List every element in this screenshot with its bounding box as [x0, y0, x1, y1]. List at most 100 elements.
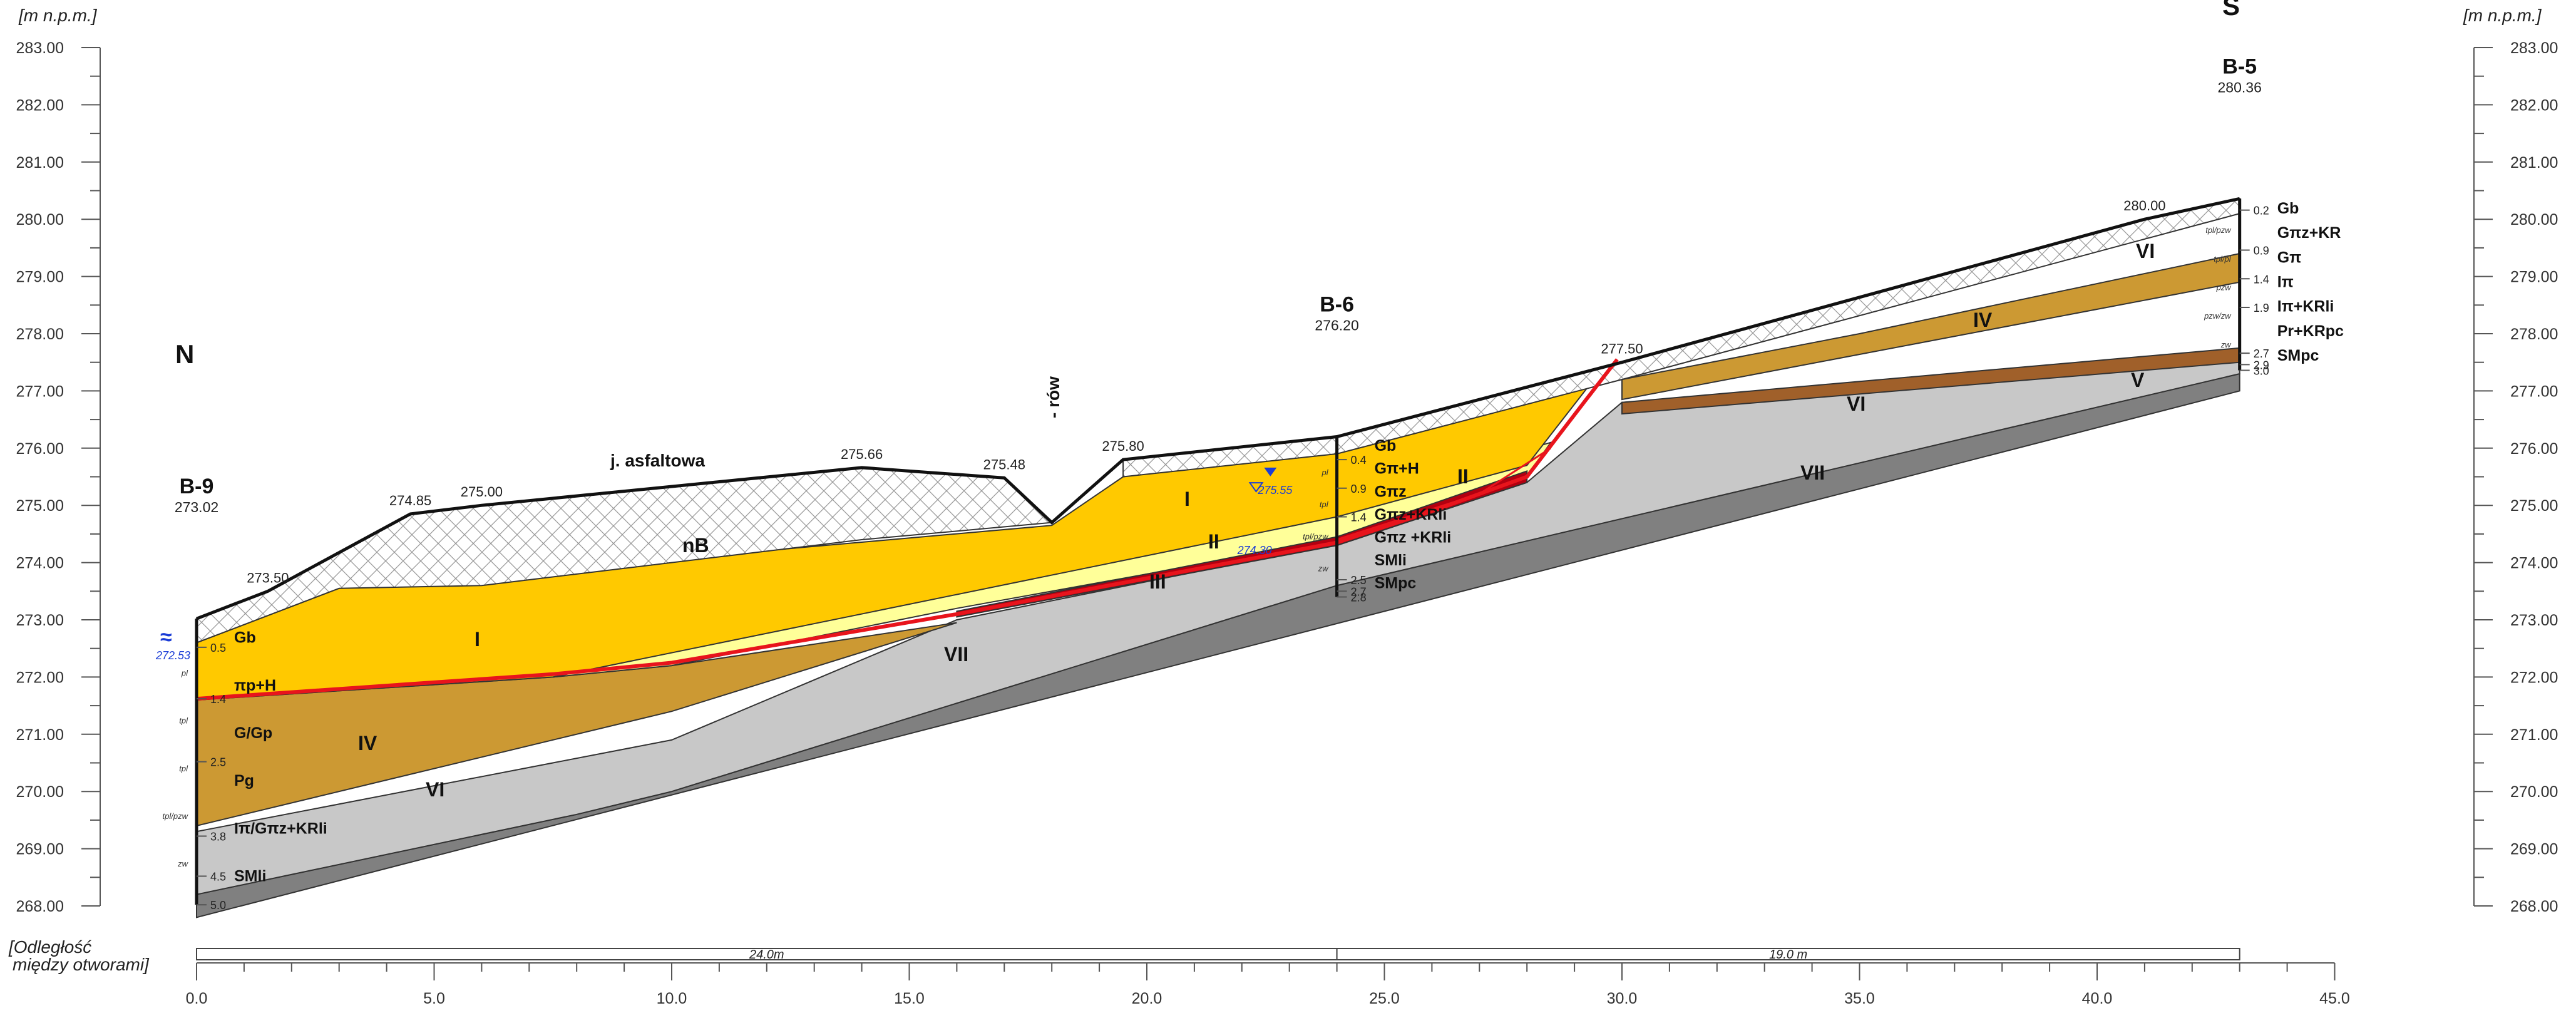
elevation-tick-label: 271.00	[2510, 726, 2558, 744]
borehole-condition-label: tpl/pzw	[2205, 225, 2232, 235]
borehole-soil-label: SMpc	[2277, 347, 2319, 364]
distance-tick-label: 10.0	[657, 990, 687, 1007]
water-level-label: 272.53	[155, 649, 190, 662]
elevation-tick-label: 281.00	[2510, 154, 2558, 172]
borehole-soil-label: Gb	[234, 629, 256, 647]
borehole-depth-label: 1.4	[1351, 511, 1367, 523]
layer-label-IV-left: IV	[358, 732, 377, 754]
borehole-depth-label: 0.9	[1351, 483, 1367, 495]
ground-elevation-label: 275.66	[841, 446, 883, 462]
borehole-soil-label: Pg	[234, 772, 254, 789]
borehole-depth-label: 2.5	[1351, 574, 1367, 587]
borehole-condition-label: tpl/pzw	[1303, 532, 1329, 541]
spacing-label: 19.0 m	[1769, 948, 1807, 962]
borehole-depth-label: 0.4	[1351, 454, 1367, 466]
direction-north: N	[175, 339, 194, 369]
borehole-depth-label: 1.9	[2254, 302, 2269, 314]
borehole-soil-label: SMli	[1375, 552, 1407, 569]
elevation-tick-label: 270.00	[2510, 783, 2558, 801]
elevation-axis-right: 268.00 269.00 270.00 271.00 272.00 273.00 274.…	[2473, 39, 2558, 915]
elevation-tick-label: 280.00	[16, 211, 64, 229]
road-label: j. asfaltowa	[610, 451, 705, 470]
distance-tick-label: 20.0	[1132, 990, 1162, 1007]
ground-elevation-label: 274.85	[389, 493, 431, 508]
elevation-axis-left: 268.00 269.00 270.00 271.00 272.00 273.00 274.…	[16, 39, 101, 915]
ground-surface-line	[196, 197, 2240, 620]
borehole-name: B-6	[1320, 293, 1354, 317]
elevation-tick-label: 277.00	[2510, 383, 2558, 400]
distance-tick-label: 30.0	[1607, 990, 1638, 1007]
elevation-tick-label: 268.00	[2510, 898, 2558, 915]
ground-elevation-label: 273.50	[247, 570, 289, 585]
layer-label-III: III	[1149, 570, 1166, 593]
borehole-condition-label: zw	[1318, 563, 1330, 573]
ground-elevation-label: 277.50	[1601, 341, 1643, 357]
elevation-tick-label: 271.00	[16, 726, 64, 744]
borehole-soil-label: Pr+KRpc	[2277, 322, 2344, 340]
borehole-condition-label: tpl	[179, 716, 188, 726]
borehole-soil-label: Gπz	[1375, 483, 1407, 500]
borehole-soil-label: Gb	[1375, 437, 1397, 455]
spacing-segment	[1336, 948, 2240, 960]
elevation-tick-label: 276.00	[16, 440, 64, 458]
distance-axis: 0.0 5.0 10.0 15.0 20.0 25.0 30.0 35.0 40.0 45.0	[186, 962, 2350, 1007]
borehole-soil-label: Gb	[2277, 200, 2299, 217]
borehole-condition-label: zw	[177, 859, 189, 868]
borehole-soil-label: G/Gp	[234, 724, 272, 742]
elevation-tick-label: 272.00	[16, 669, 64, 686]
ground-elevation-label: 275.48	[983, 456, 1025, 472]
water-level-label: 275.55	[1257, 484, 1293, 496]
borehole-depth-label: 0.2	[2254, 205, 2269, 217]
water-levels: ≈272.53 275.55 274.30	[155, 467, 1293, 662]
elevation-tick-label: 269.00	[2510, 841, 2558, 858]
direction-south: S	[2222, 0, 2240, 21]
borehole-condition-label: pl	[1321, 468, 1328, 477]
water-level-hollow-icon	[1248, 482, 1264, 493]
borehole-depth-label: 2.7	[2254, 347, 2269, 360]
layer-label-VI-left: VI	[426, 778, 444, 801]
elevation-tick-label: 282.00	[16, 96, 64, 114]
borehole-condition-label: pzw	[2216, 283, 2232, 292]
borehole-soil-label: πp+H	[234, 677, 276, 694]
borehole-condition-label: tpl/pl	[2214, 254, 2232, 264]
borehole-soil-label: Gπ+H	[1375, 460, 1419, 478]
borehole-soil-label: Iπ	[2277, 273, 2294, 290]
borehole-depth-label: 2.7	[1351, 585, 1367, 598]
layer-label-II-right: II	[1457, 465, 1469, 488]
borehole-depth-label: 2.5	[210, 756, 226, 769]
elevation-tick-label: 276.00	[2510, 440, 2558, 458]
elevation-tick-label: 275.00	[16, 497, 64, 515]
distance-tick-label: 40.0	[2082, 990, 2113, 1007]
borehole-depth-label: 2.9	[2254, 359, 2269, 371]
elevation-tick-label: 278.00	[2510, 326, 2558, 343]
distance-tick-label: 15.0	[894, 990, 925, 1007]
elevation-tick-label: 268.00	[16, 898, 64, 915]
distance-caption-line1: [Odległość	[8, 937, 91, 957]
layer-label-VII-left: VII	[944, 643, 968, 666]
borehole-soil-label: SMli	[234, 867, 266, 885]
layer-label-VI-mid: VI	[1847, 393, 1865, 415]
elevation-tick-label: 280.00	[2510, 211, 2558, 229]
distance-tick-label: 25.0	[1369, 990, 1400, 1007]
layer-label-I-left: I	[475, 628, 480, 650]
borehole-depth-label: 0.5	[210, 642, 226, 654]
layer-label-VI-right: VI	[2136, 240, 2155, 262]
soil-layers	[196, 197, 2240, 918]
borehole-soil-label: Gπz+KR	[2277, 224, 2341, 242]
borehole-name: B-9	[180, 475, 214, 498]
borehole-soil-label: Iπ+KRli	[2277, 298, 2334, 316]
borehole-name: B-5	[2222, 54, 2257, 78]
borehole-depth-label: 5.0	[210, 899, 226, 912]
borehole-depth-label: 3.8	[210, 830, 226, 843]
ground-elevation-labels: 273.50 274.85 275.00 275.66 275.48 275.80 277.…	[247, 198, 2165, 585]
elevation-tick-label: 282.00	[2510, 96, 2558, 114]
layer-label-VII-right: VII	[1800, 461, 1825, 484]
layer-label-I-right: I	[1184, 488, 1190, 510]
borehole-condition-label: tpl	[1320, 500, 1329, 509]
elevation-tick-label: 278.00	[16, 326, 64, 343]
layer-label-V: V	[2131, 369, 2145, 391]
borehole-depth-label: 0.9	[2254, 245, 2269, 257]
borehole-elevation: 280.36	[2218, 79, 2262, 95]
